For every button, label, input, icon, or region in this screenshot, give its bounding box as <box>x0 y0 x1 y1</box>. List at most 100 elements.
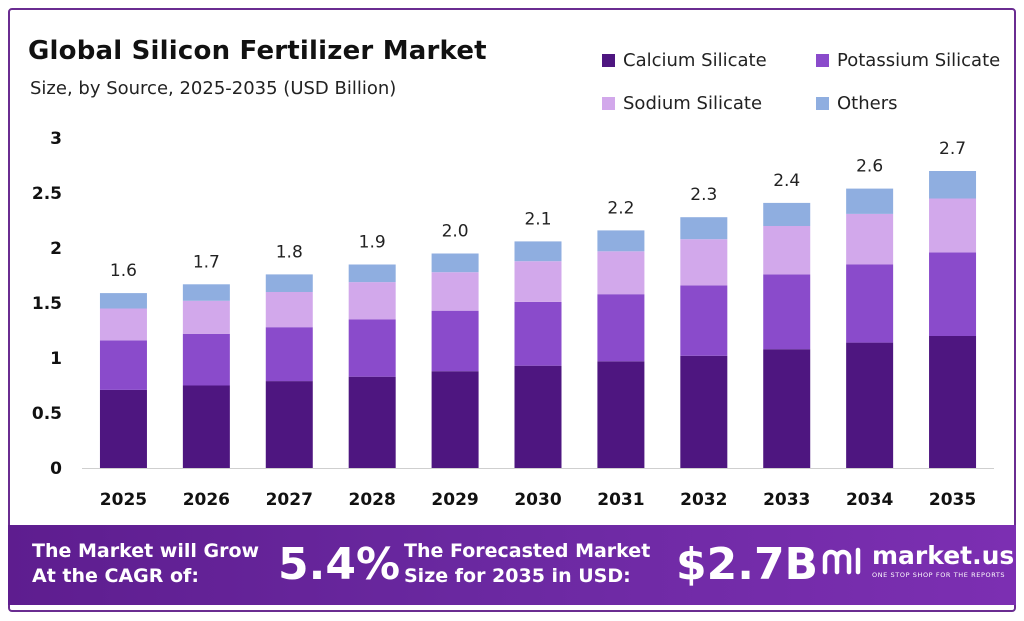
y-tick-label: 1 <box>50 349 62 369</box>
brand-tagline: ONE STOP SHOP FOR THE REPORTS <box>872 571 1006 579</box>
bar-segment-potassium-silicate <box>846 264 894 343</box>
bar-segment-potassium-silicate <box>763 274 811 350</box>
y-tick-label: 2.5 <box>32 184 62 204</box>
bar-total-label: 2.1 <box>524 209 551 229</box>
bar-segment-sodium-silicate <box>182 300 230 334</box>
x-tick-label: 2030 <box>514 490 561 510</box>
y-tick-label: 1.5 <box>32 294 62 314</box>
bar-total-label: 1.9 <box>359 233 386 253</box>
bar-segment-potassium-silicate <box>99 340 147 390</box>
bar-total-label: 1.6 <box>110 261 137 281</box>
bar-segment-sodium-silicate <box>348 282 396 320</box>
bar-segment-others <box>348 264 396 283</box>
bar-segment-calcium-silicate <box>514 365 562 468</box>
bar-segment-sodium-silicate <box>265 292 313 328</box>
forecast-label-line2: Size for 2035 in USD: <box>404 565 631 587</box>
legend-swatch-others <box>816 97 829 110</box>
bar-segment-calcium-silicate <box>597 361 645 468</box>
market-us-logo-icon <box>822 547 861 575</box>
cagr-value: 5.4% <box>278 539 401 590</box>
bar-segment-sodium-silicate <box>99 308 147 341</box>
footer-banner: The Market will Grow At the CAGR of: 5.4… <box>8 525 1016 605</box>
bar-segment-calcium-silicate <box>846 342 894 468</box>
x-tick-label: 2034 <box>846 490 893 510</box>
bar-segment-potassium-silicate <box>182 333 230 386</box>
legend-item-calcium-silicate: Calcium Silicate <box>602 50 767 71</box>
x-tick-label: 2028 <box>349 490 396 510</box>
bar-total-label: 2.2 <box>607 198 634 218</box>
x-tick-label: 2025 <box>100 490 147 510</box>
legend-item-others: Others <box>816 93 898 114</box>
x-tick-label: 2033 <box>763 490 810 510</box>
bar-segment-others <box>846 188 894 214</box>
x-tick-label: 2027 <box>266 490 313 510</box>
bar-segment-calcium-silicate <box>348 376 396 468</box>
legend: Calcium Silicate Potassium Silicate Sodi… <box>602 50 1014 130</box>
cagr-label-line1: The Market will Grow <box>32 540 260 562</box>
legend-label: Potassium Silicate <box>837 50 1001 71</box>
bar-total-label: 2.6 <box>856 157 883 177</box>
bar-segment-sodium-silicate <box>929 198 977 253</box>
brand-text: market.us ONE STOP SHOP FOR THE REPORTS <box>872 541 1015 580</box>
bar-segment-potassium-silicate <box>929 252 977 336</box>
legend-item-sodium-silicate: Sodium Silicate <box>602 93 762 114</box>
cagr-label: The Market will Grow At the CAGR of: <box>32 539 259 589</box>
y-tick-label: 3 <box>50 129 62 149</box>
x-tick-label: 2026 <box>183 490 230 510</box>
y-tick-label: 0.5 <box>32 404 62 424</box>
legend-swatch-calcium <box>602 54 615 67</box>
bar-segment-calcium-silicate <box>265 381 313 468</box>
bar-segment-others <box>431 253 479 273</box>
y-tick-label: 2 <box>50 239 62 259</box>
bar-total-label: 1.7 <box>193 252 220 272</box>
bar-segment-sodium-silicate <box>763 226 811 275</box>
bar-segment-others <box>99 293 147 309</box>
bar-segment-calcium-silicate <box>763 349 811 468</box>
bar-segment-sodium-silicate <box>514 261 562 302</box>
chart-subtitle: Size, by Source, 2025-2035 (USD Billion) <box>30 78 397 99</box>
cagr-label-line2: At the CAGR of: <box>32 565 199 587</box>
forecast-label: The Forecasted Market Size for 2035 in U… <box>404 539 650 589</box>
bar-segment-others <box>265 274 313 292</box>
legend-swatch-potassium <box>816 54 829 67</box>
bar-segment-calcium-silicate <box>431 371 479 468</box>
brand-name: market.us <box>872 541 1015 570</box>
bar-segment-calcium-silicate <box>182 385 230 468</box>
bar-total-label: 2.4 <box>773 171 800 191</box>
bar-segment-others <box>514 241 562 262</box>
forecast-label-line1: The Forecasted Market <box>404 540 651 562</box>
bar-segment-sodium-silicate <box>431 272 479 311</box>
bar-segment-others <box>182 284 230 301</box>
legend-label: Others <box>837 93 898 114</box>
y-tick-label: 0 <box>50 459 62 479</box>
bar-segment-potassium-silicate <box>431 310 479 372</box>
legend-swatch-sodium <box>602 97 615 110</box>
bar-segment-sodium-silicate <box>846 213 894 265</box>
bar-segment-potassium-silicate <box>265 327 313 382</box>
chart-title: Global Silicon Fertilizer Market <box>28 36 487 66</box>
bar-total-label: 2.7 <box>939 139 966 159</box>
bar-segment-calcium-silicate <box>99 389 147 468</box>
bar-segment-potassium-silicate <box>597 294 645 362</box>
bar-segment-potassium-silicate <box>514 301 562 366</box>
bar-segment-calcium-silicate <box>929 336 977 468</box>
brand-logo[interactable]: market.us ONE STOP SHOP FOR THE REPORTS <box>820 543 1014 579</box>
bar-segment-calcium-silicate <box>680 355 728 468</box>
bar-segment-sodium-silicate <box>680 239 728 286</box>
bar-segment-sodium-silicate <box>597 251 645 295</box>
bar-segment-potassium-silicate <box>680 285 728 356</box>
bar-segment-potassium-silicate <box>348 319 396 377</box>
x-tick-label: 2032 <box>680 490 727 510</box>
bar-segment-others <box>929 171 977 199</box>
forecast-value: $2.7B <box>676 539 819 590</box>
bar-segment-others <box>597 230 645 252</box>
bar-total-label: 2.0 <box>442 222 469 242</box>
bar-total-label: 1.8 <box>276 242 303 262</box>
x-tick-label: 2029 <box>431 490 478 510</box>
legend-label: Sodium Silicate <box>623 93 763 114</box>
bar-segment-others <box>763 202 811 226</box>
x-tick-label: 2035 <box>929 490 976 510</box>
legend-label: Calcium Silicate <box>623 50 767 71</box>
